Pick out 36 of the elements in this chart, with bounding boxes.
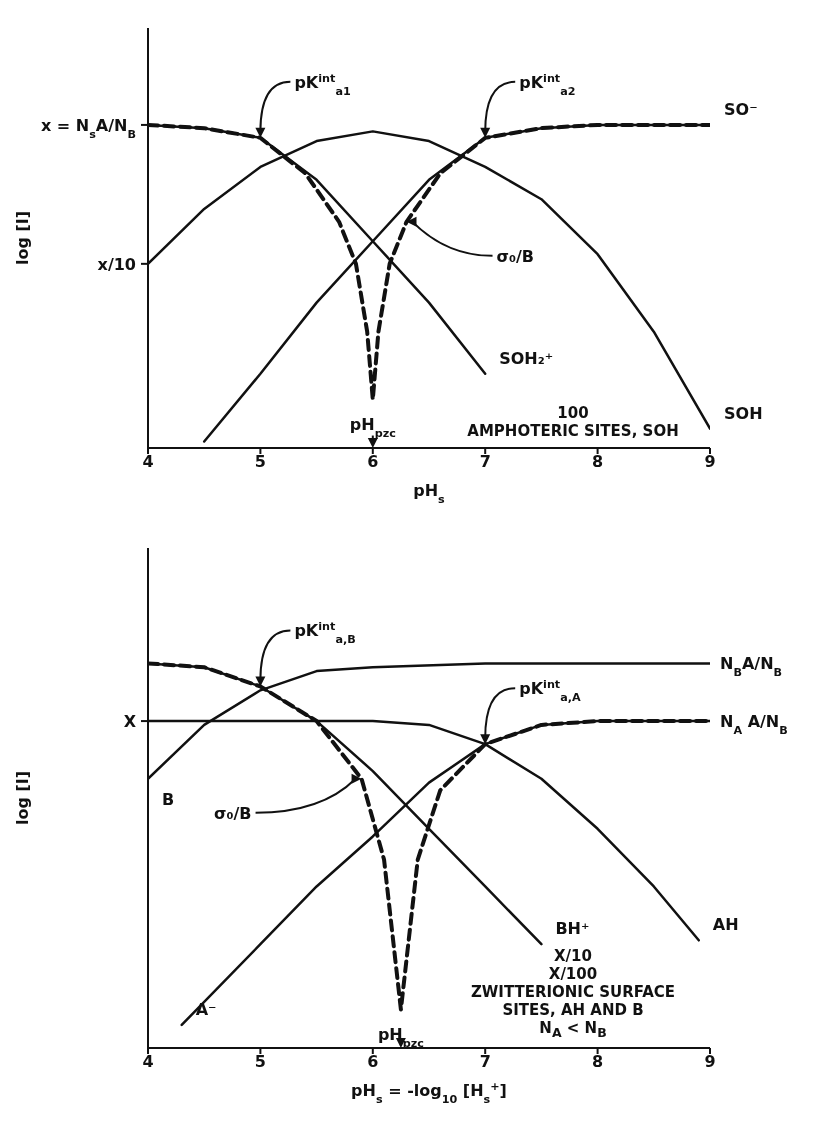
x-tick-label: 7 [479, 1052, 491, 1072]
series-label: SOH₂⁺ [499, 348, 554, 368]
annotation: x = N$_{s}$A/N$_{B}$ [40, 115, 136, 141]
series-label: SO⁻ [724, 99, 758, 119]
annotation: X [123, 712, 137, 732]
x-tick-label: 5 [254, 1052, 266, 1072]
x-tick-label: 4 [142, 452, 154, 472]
x-tick-label: 8 [592, 452, 604, 472]
x-tick-label: 9 [704, 452, 716, 472]
x-tick-label: 9 [704, 1052, 716, 1072]
x-axis-title: pH$_{s}$ [413, 481, 446, 506]
annotation: σ₀/B [214, 803, 252, 823]
annotation: N$_{A}$ < N$_{B}$ [539, 1019, 607, 1040]
annotation: σ₀/B [496, 246, 535, 266]
series-label: SOH [724, 403, 763, 423]
annotation: N$_{B}$A/N$_{B}$ [720, 654, 783, 679]
annotation: ZWITTERIONIC SURFACE SITES, AH AND B [470, 983, 676, 1019]
annotation: X/10 [554, 947, 592, 965]
annotation: 100 [557, 404, 589, 422]
x-tick-label: 7 [479, 452, 491, 472]
y-axis-title: log [I] [13, 770, 32, 826]
x-tick-label: 6 [367, 452, 379, 472]
x-tick-label: 6 [367, 1052, 379, 1072]
annotation: X/100 [548, 965, 598, 983]
x-tick-label: 4 [142, 1052, 154, 1072]
series-label: BH⁺ [555, 919, 590, 939]
annotation: AMPHOTERIC SITES, SOH [467, 422, 679, 440]
x-tick-label: 5 [254, 452, 266, 472]
annotation: N$_{A}$ A/N$_{B}$ [720, 712, 788, 737]
annotation: pH$_{pzc}$ [349, 414, 396, 440]
y-axis-title: log [I] [13, 210, 32, 266]
annotation: x/10 [97, 254, 136, 274]
series-label: AH [712, 915, 739, 935]
series-label: B [162, 789, 175, 809]
x-tick-label: 8 [592, 1052, 604, 1072]
x-axis-title: pH$_{s}$ = -log$_{10}$ [H$_{s}$$^{+}$] [351, 1079, 507, 1106]
